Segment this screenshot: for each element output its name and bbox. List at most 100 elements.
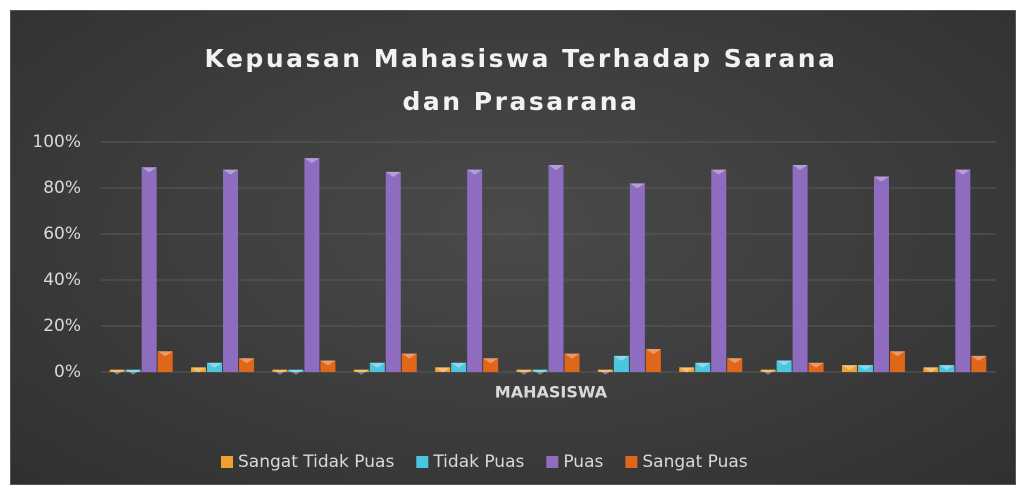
- bar-cap: [385, 171, 401, 177]
- bar: [548, 165, 564, 372]
- bar: [613, 355, 629, 372]
- bar-cap: [191, 367, 207, 373]
- y-tick-label: 0%: [54, 362, 81, 382]
- bar: [923, 367, 939, 372]
- y-tick-label: 60%: [43, 224, 81, 244]
- bar: [385, 171, 401, 372]
- bar: [353, 369, 369, 372]
- legend-marker: [625, 456, 638, 468]
- bar: [223, 169, 239, 372]
- bar-cap: [451, 362, 467, 368]
- bar: [304, 158, 320, 372]
- bar-cap: [548, 165, 564, 170]
- bar: [841, 365, 857, 372]
- bar-cap: [125, 369, 141, 375]
- legend-label: Tidak Puas: [432, 452, 524, 472]
- bar: [483, 358, 499, 372]
- bar: [645, 349, 661, 372]
- bar-cap: [955, 169, 971, 175]
- bar: [760, 369, 776, 372]
- bar-cap: [776, 360, 792, 366]
- bar: [727, 358, 743, 372]
- bar: [889, 351, 905, 372]
- bar: [776, 360, 792, 372]
- bar: [109, 369, 125, 372]
- bar-cap: [873, 176, 889, 182]
- bar: [125, 369, 141, 372]
- bar-cap: [939, 365, 955, 371]
- bar: [792, 165, 808, 372]
- bar: [401, 353, 417, 372]
- bar-cap: [157, 351, 173, 357]
- bar-cap: [923, 367, 939, 373]
- bar-cap: [679, 367, 695, 373]
- bar: [207, 362, 223, 372]
- bar: [857, 365, 873, 372]
- bar-cap: [645, 349, 661, 354]
- y-tick-label: 80%: [43, 178, 81, 198]
- bar: [564, 353, 580, 372]
- bar-cap: [239, 358, 255, 364]
- legend-marker: [546, 456, 559, 468]
- y-tick-label: 100%: [32, 132, 81, 152]
- bar-cap: [597, 369, 613, 375]
- legend-label: Sangat Tidak Puas: [238, 452, 394, 472]
- bar-cap: [467, 169, 483, 175]
- y-tick-label: 20%: [43, 316, 81, 336]
- bar-cap: [401, 353, 417, 359]
- legend-label: Sangat Puas: [642, 452, 747, 472]
- bar-cap: [564, 353, 580, 359]
- bar-cap: [711, 169, 727, 175]
- legend-marker: [221, 456, 233, 468]
- bar-cap: [109, 369, 125, 375]
- bar-cap: [727, 358, 743, 364]
- bar-cap: [613, 355, 629, 361]
- bar: [467, 169, 483, 372]
- bar: [939, 365, 955, 372]
- bar: [239, 358, 255, 372]
- bar: [516, 369, 532, 372]
- chart-area: MAHASISWA 0% 20% 40% 60% 80% 100% Sangat Tidak…: [10, 10, 1016, 485]
- bar: [695, 362, 711, 372]
- bar: [955, 169, 971, 372]
- bar: [532, 369, 548, 372]
- bar: [272, 369, 288, 372]
- bar-cap: [483, 358, 499, 364]
- bar-cap: [304, 158, 320, 164]
- bar-cap: [629, 183, 645, 189]
- bar: [873, 176, 889, 372]
- bar-cap: [207, 362, 223, 368]
- bar: [157, 351, 173, 372]
- bar-cap: [857, 365, 873, 371]
- y-tick-label: 40%: [43, 270, 81, 290]
- bar: [679, 367, 695, 372]
- bar-cap: [695, 362, 711, 368]
- bar: [451, 362, 467, 372]
- bar: [320, 360, 336, 372]
- bar-cap: [760, 369, 776, 375]
- bar-cap: [841, 365, 857, 371]
- bar-cap: [889, 351, 905, 357]
- bar: [597, 369, 613, 372]
- bar-cap: [288, 369, 304, 375]
- bar: [808, 362, 824, 372]
- chart-title: Kepuasan Mahasiswa Terhadap Sarana dan P…: [204, 44, 838, 116]
- bar-cap: [808, 362, 824, 368]
- bar-cap: [971, 355, 987, 361]
- bar-cap: [792, 165, 808, 170]
- bar-cap: [320, 360, 336, 366]
- legend-marker: [416, 456, 429, 468]
- bar-cap: [435, 367, 451, 373]
- bar: [629, 183, 645, 372]
- bar: [288, 369, 304, 372]
- bar-cap: [369, 362, 385, 368]
- legend-label: Puas: [563, 452, 603, 472]
- bar: [971, 355, 987, 372]
- chart: MAHASISWA 0% 20% 40% 60% 80% 100% Sangat Tidak…: [32, 132, 996, 472]
- bar-cap: [516, 369, 532, 375]
- bar-cap: [223, 169, 239, 175]
- bar-cap: [141, 167, 157, 173]
- bar: [141, 167, 157, 372]
- bar: [435, 367, 451, 372]
- bar: [191, 367, 207, 372]
